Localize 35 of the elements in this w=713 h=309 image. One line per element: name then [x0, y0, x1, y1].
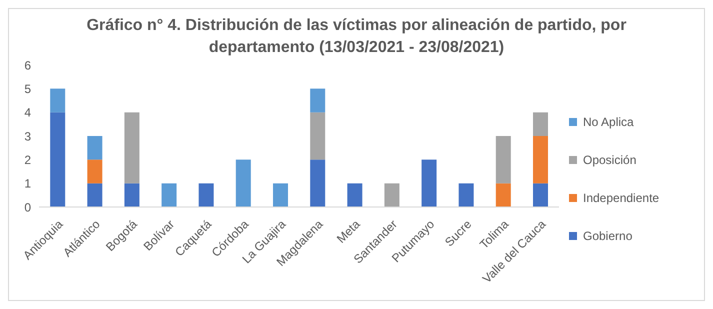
bar: [458, 183, 474, 207]
bar: [273, 183, 288, 207]
bar: [310, 160, 326, 207]
bar: [422, 160, 437, 207]
y-tick-label: 5: [24, 82, 32, 96]
bar: [162, 183, 177, 207]
bar: [124, 112, 140, 184]
bar: [533, 136, 548, 184]
bar: [198, 183, 214, 207]
bar: [87, 160, 102, 184]
chart-title: Gráfico n° 4. Distribución de las víctimas por alineación de partido, por departamento (13/03/2021 - 23/08/2021): [86, 16, 628, 58]
y-tick-label: 4: [24, 106, 32, 120]
bar: [533, 112, 548, 136]
y-tick-label: 1: [24, 176, 32, 191]
bar: [236, 160, 251, 207]
bar: [533, 183, 548, 207]
y-tick-label: 6: [24, 58, 32, 72]
legend-label: No Aplica: [583, 115, 634, 129]
bar: [496, 183, 511, 207]
bar: [87, 136, 102, 160]
legend-label: Oposición: [583, 153, 636, 167]
y-tick-label: 0: [24, 200, 32, 214]
bar: [347, 183, 362, 207]
bar: [384, 183, 400, 207]
bar: [124, 183, 140, 207]
bar: [310, 88, 326, 112]
bar: [310, 112, 326, 160]
bar: [496, 136, 511, 184]
y-tick-label: 2: [24, 152, 32, 167]
bar: [50, 112, 66, 207]
y-tick-label: 3: [24, 129, 32, 144]
bar: [50, 88, 66, 112]
legend-label: Independiente: [583, 191, 660, 205]
bar: [87, 183, 102, 207]
legend-label: Gobierno: [583, 229, 632, 243]
